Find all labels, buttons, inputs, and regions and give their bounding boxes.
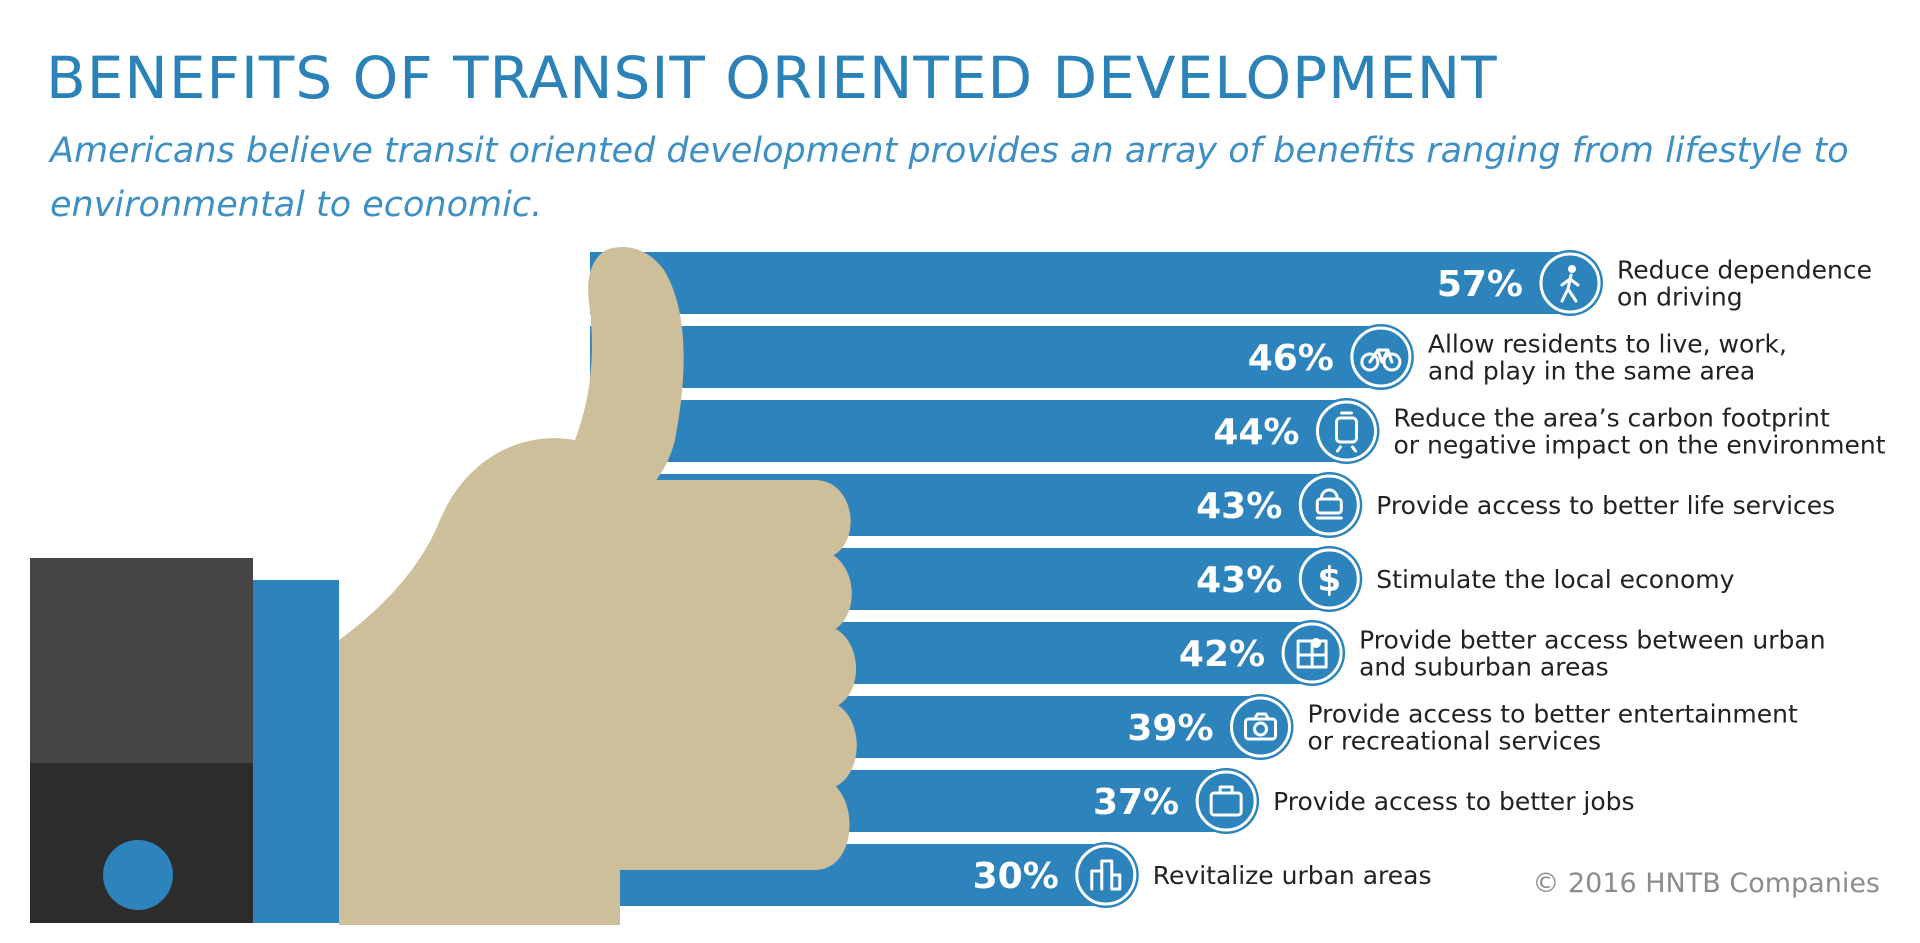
thumbs-up-illustration [30,247,857,925]
category-label: Allow residents to live, work, and play i… [1428,330,1787,386]
copyright-notice: © 2016 HNTB Companies [1532,868,1880,899]
chart-subtitle: Americans believe transit oriented devel… [50,131,1849,225]
bicycle-icon [1347,324,1414,390]
svg-text:$: $ [1317,560,1341,600]
value-label: 57% [1437,264,1523,305]
labels-layer: 57% Reduce dependence on driving 46% Allow r… [973,250,1886,908]
category-label: Provide access to better jobs [1273,787,1634,816]
chart-title: BENEFITS OF TRANSIT ORIENTED DEVELOPMENT [46,44,1498,112]
sleeve-upper [30,558,253,763]
stroller-icon [1296,472,1363,538]
category-label: Provide access to better entertainment or… [1308,700,1798,756]
camera-icon [1227,694,1294,760]
value-label: 42% [1179,634,1265,675]
value-label: 46% [1248,338,1334,379]
hand-palm [339,247,684,925]
sleeve-button [103,840,173,910]
category-label: Reduce dependence on driving [1617,256,1872,312]
bar [590,326,1381,388]
value-label: 43% [1196,560,1282,601]
city-icon [1072,842,1139,908]
value-label: 30% [973,856,1059,897]
hand-finger-3 [600,625,857,710]
map-pin-icon [1279,620,1346,686]
category-label: Revitalize urban areas [1153,861,1432,890]
tram-icon [1313,398,1380,464]
value-label: 43% [1196,486,1282,527]
hand-finger-4 [600,700,857,790]
value-label: 39% [1127,708,1213,749]
pedestrian-icon [1537,250,1603,316]
value-label: 37% [1093,782,1179,823]
hand-finger-5 [600,778,850,870]
category-label: Provide better access between urban and s… [1359,626,1825,682]
bar [590,252,1570,314]
value-label: 44% [1213,412,1299,453]
category-label: Stimulate the local economy [1376,565,1734,594]
bar [590,400,1347,462]
category-label: Reduce the area’s carbon footprint or neg… [1393,404,1885,460]
briefcase-icon [1193,768,1260,834]
category-label: Provide access to better life services [1376,491,1835,520]
hand-finger-2 [600,550,852,635]
dollar-icon: $ [1296,546,1363,612]
shirt-cuff [253,580,339,923]
hand-finger-1 [600,480,851,560]
